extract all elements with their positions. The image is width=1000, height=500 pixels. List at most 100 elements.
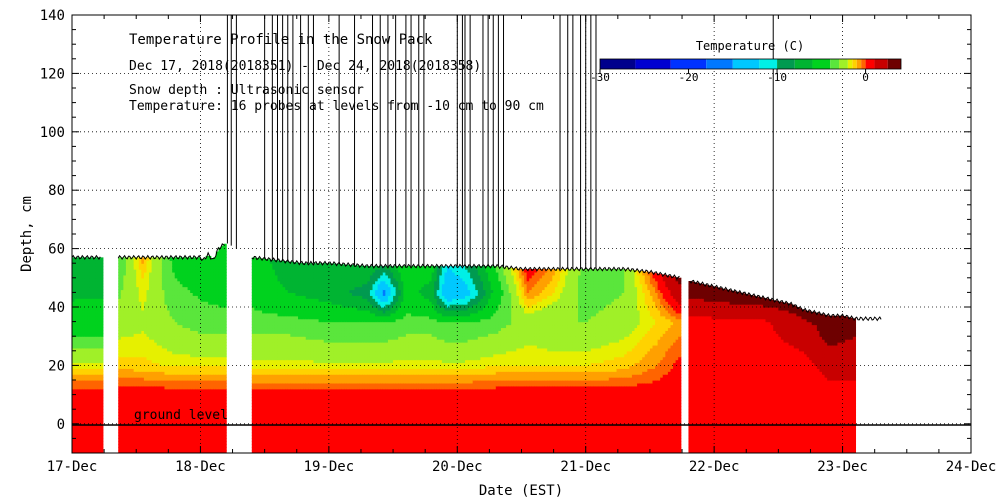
- heatmap-cell: [267, 426, 271, 431]
- heatmap-cell: [280, 412, 284, 416]
- heatmap-cell: [282, 415, 286, 419]
- heatmap-cell: [285, 409, 289, 413]
- heatmap-cell: [192, 368, 196, 372]
- heatmap-cell: [259, 409, 263, 413]
- heatmap-cell: [167, 280, 171, 285]
- heatmap-cell: [303, 441, 307, 445]
- heatmap-cell: [169, 286, 173, 291]
- heatmap-cell: [167, 342, 171, 346]
- heatmap-cell: [128, 380, 132, 384]
- heatmap-cell: [269, 359, 273, 364]
- heatmap-cell: [97, 269, 101, 273]
- heatmap-cell: [131, 438, 135, 442]
- heatmap-cell: [151, 409, 155, 413]
- heatmap-cell: [97, 312, 101, 317]
- heatmap-cell: [172, 304, 176, 308]
- heatmap-cell: [133, 397, 137, 402]
- heatmap-cell: [89, 312, 94, 317]
- heatmap-cell: [185, 412, 189, 416]
- heatmap-cell: [205, 412, 209, 416]
- heatmap-cell: [269, 380, 273, 384]
- heatmap-cell: [154, 298, 158, 302]
- heatmap-cell: [136, 374, 140, 378]
- heatmap-cell: [220, 330, 225, 334]
- heatmap-cell: [120, 362, 124, 366]
- heatmap-cell: [97, 368, 101, 372]
- heatmap-cell: [95, 391, 99, 396]
- heatmap-cell: [151, 400, 155, 404]
- heatmap-cell: [290, 274, 294, 279]
- heatmap-cell: [131, 382, 135, 387]
- heatmap-cell: [200, 362, 204, 366]
- heatmap-cell: [264, 415, 268, 419]
- heatmap-cell: [159, 336, 163, 340]
- heatmap-cell: [298, 350, 302, 355]
- heatmap-cell: [185, 307, 189, 311]
- heatmap-cell: [179, 301, 184, 305]
- heatmap-cell: [74, 342, 78, 346]
- heatmap-cell: [197, 412, 202, 416]
- heatmap-cell: [277, 382, 281, 387]
- heatmap-cell: [159, 269, 163, 273]
- heatmap-cell: [195, 426, 199, 431]
- heatmap-cell: [146, 420, 150, 425]
- heatmap-cell: [295, 295, 299, 299]
- heatmap-cell: [97, 447, 101, 451]
- heatmap-cell: [280, 403, 284, 407]
- heatmap-cell: [220, 420, 225, 425]
- heatmap-cell: [251, 353, 255, 358]
- heatmap-cell: [269, 330, 273, 334]
- heatmap-cell: [131, 266, 135, 270]
- heatmap-cell: [282, 438, 286, 442]
- heatmap-cell: [164, 388, 168, 393]
- heatmap-cell: [205, 263, 209, 267]
- heatmap-cell: [200, 318, 204, 323]
- heatmap-cell: [182, 415, 186, 419]
- heatmap-cell: [203, 312, 207, 317]
- heatmap-cell: [298, 336, 302, 340]
- heatmap-cell: [277, 266, 281, 270]
- heatmap-cell: [138, 309, 142, 314]
- heatmap-cell: [262, 450, 266, 453]
- heatmap-cell: [161, 324, 166, 329]
- heatmap-cell: [146, 333, 150, 337]
- heatmap-cell: [274, 307, 279, 311]
- heatmap-cell: [300, 380, 304, 384]
- heatmap-cell: [87, 359, 91, 364]
- heatmap-cell: [298, 309, 302, 314]
- heatmap-cell: [87, 391, 91, 396]
- heatmap-cell: [151, 394, 155, 399]
- heatmap-cell: [200, 447, 204, 451]
- heatmap-cell: [82, 415, 86, 419]
- heatmap-cell: [220, 333, 225, 337]
- heatmap-cell: [280, 450, 284, 453]
- heatmap-cell: [84, 412, 89, 416]
- heatmap-cell: [138, 339, 142, 343]
- heatmap-cell: [256, 388, 261, 393]
- heatmap-cell: [84, 344, 89, 349]
- heatmap-cell: [223, 450, 227, 453]
- heatmap-cell: [303, 420, 307, 425]
- heatmap-cell: [100, 368, 104, 372]
- heatmap-cell: [262, 280, 266, 285]
- heatmap-cell: [159, 347, 163, 352]
- heatmap-cell: [267, 412, 271, 416]
- heatmap-cell: [223, 280, 227, 285]
- heatmap-cell: [215, 347, 220, 352]
- heatmap-cell: [208, 412, 212, 416]
- heatmap-cell: [195, 307, 199, 311]
- heatmap-cell: [215, 438, 220, 442]
- heatmap-cell: [256, 350, 261, 355]
- heatmap-cell: [200, 420, 204, 425]
- heatmap-cell: [149, 283, 153, 288]
- heatmap-cell: [262, 350, 266, 355]
- heatmap-cell: [72, 263, 76, 267]
- heatmap-cell: [254, 309, 258, 314]
- heatmap-cell: [131, 412, 135, 416]
- heatmap-cell: [141, 289, 145, 293]
- heatmap-cell: [82, 365, 86, 369]
- heatmap-cell: [267, 438, 271, 442]
- heatmap-cell: [269, 344, 273, 349]
- heatmap-cell: [164, 417, 168, 422]
- heatmap-cell: [205, 397, 209, 402]
